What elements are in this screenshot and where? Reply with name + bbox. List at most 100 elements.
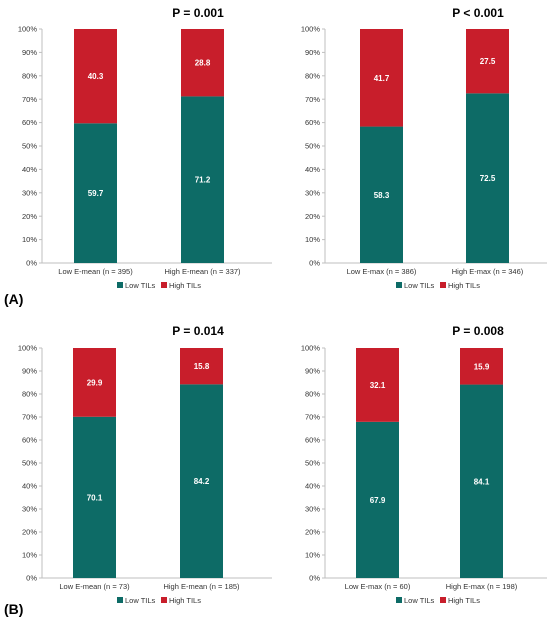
chart-3-y-tick-label: 20% [22,528,37,537]
chart-1-y-tick-label: 30% [22,188,37,197]
chart-2-p-value: P < 0.001 [452,6,504,20]
chart-1-bar-low-tils-2 [181,96,224,263]
chart-3-p-value: P = 0.014 [172,324,224,338]
chart-3-legend-swatch-high-tils [161,597,167,603]
chart-1-data-label: 40.3 [88,72,104,81]
chart-2-y-tick-label: 20% [305,212,320,221]
chart-3-bar-high-tils-2 [180,348,223,385]
chart-3-y-tick-label: 70% [22,413,37,422]
chart-3-data-label: 29.9 [87,378,103,387]
chart-4-y-tick-label: 80% [305,390,320,399]
chart-4-y-tick-label: 50% [305,459,320,468]
chart-1-y-tick-label: 80% [22,71,37,80]
chart-3-y-tick-label: 30% [22,505,37,514]
chart-2-y-tick-label: 50% [305,142,320,151]
chart-2-data-label: 58.3 [374,191,390,200]
chart-2-category-label: High E-max (n = 346) [452,267,524,276]
chart-3-legend-label-low-tils: Low TILs [125,596,156,605]
chart-1-y-tick-label: 50% [22,142,37,151]
chart-4-data-label: 32.1 [370,381,386,390]
chart-3-category-label: Low E-mean (n = 73) [59,582,130,591]
panel-label-b: (B) [4,601,23,617]
chart-2-data-label: 27.5 [480,57,496,66]
chart-2-y-tick-label: 60% [305,118,320,127]
chart-1-y-tick-label: 60% [22,118,37,127]
chart-3-y-tick-label: 40% [22,482,37,491]
chart-1-legend-swatch-high-tils [161,282,167,288]
chart-1-y-tick-label: 100% [18,25,38,34]
chart-3-legend-swatch-low-tils [117,597,123,603]
chart-3-y-tick-label: 100% [18,344,38,353]
chart-1-data-label: 28.8 [195,59,211,68]
chart-1-y-tick-label: 90% [22,48,37,57]
chart-4-bar-high-tils-2 [460,348,503,385]
chart-3-bar-low-tils-2 [180,384,223,578]
chart-1-legend-label-high-tils: High TILs [169,281,201,290]
chart-4-y-tick-label: 0% [309,574,320,583]
chart-1-legend-swatch-low-tils [117,282,123,288]
chart-2-legend-label-low-tils: Low TILs [404,281,435,290]
chart-2-y-tick-label: 30% [305,188,320,197]
chart-2-y-tick-label: 10% [305,235,320,244]
chart-4-legend-swatch-low-tils [396,597,402,603]
chart-1-data-label: 59.7 [88,189,104,198]
chart-4-y-tick-label: 30% [305,505,320,514]
chart-2-legend-label-high-tils: High TILs [448,281,480,290]
chart-3-data-label: 70.1 [87,493,103,502]
chart-1-y-tick-label: 20% [22,212,37,221]
chart-4-y-tick-label: 90% [305,367,320,376]
chart-4-data-label: 84.1 [474,477,490,486]
chart-1-bar-high-tils-2 [181,29,224,97]
chart-2-data-label: 72.5 [480,174,496,183]
chart-4-legend-swatch-high-tils [440,597,446,603]
chart-2-bar-high-tils-1 [360,29,403,127]
chart-4-y-tick-label: 10% [305,551,320,560]
chart-3-data-label: 15.8 [194,362,210,371]
chart-4-bar-low-tils-1 [356,421,399,578]
chart-1-y-tick-label: 40% [22,165,37,174]
chart-2-data-label: 41.7 [374,74,390,83]
chart-2-category-label: Low E-max (n = 386) [347,267,417,276]
chart-1-data-label: 71.2 [195,176,211,185]
chart-3-y-tick-label: 60% [22,436,37,445]
chart-3-y-tick-label: 90% [22,367,37,376]
chart-1-bar-high-tils-1 [74,29,117,124]
chart-2-y-tick-label: 80% [305,71,320,80]
chart-4-y-tick-label: 70% [305,413,320,422]
chart-3-y-tick-label: 80% [22,390,37,399]
chart-4-y-tick-label: 20% [305,528,320,537]
chart-4-y-tick-label: 60% [305,436,320,445]
chart-4-data-label: 67.9 [370,496,386,505]
chart-2-bar-high-tils-2 [466,29,509,94]
chart-2-y-tick-label: 90% [305,48,320,57]
chart-4-p-value: P = 0.008 [452,324,504,338]
chart-3-y-tick-label: 50% [22,459,37,468]
chart-1-p-value: P = 0.001 [172,6,224,20]
chart-4-y-tick-label: 100% [301,344,321,353]
chart-1-y-tick-label: 0% [26,259,37,268]
chart-3-bar-high-tils-1 [73,348,116,417]
panel-label-a: (A) [4,291,23,307]
chart-3-legend-label-high-tils: High TILs [169,596,201,605]
chart-4-bar-low-tils-2 [460,384,503,578]
chart-3-bar-low-tils-1 [73,416,116,578]
chart-4-legend-label-low-tils: Low TILs [404,596,435,605]
chart-1-y-tick-label: 10% [22,235,37,244]
chart-3-y-tick-label: 10% [22,551,37,560]
chart-4-y-tick-label: 40% [305,482,320,491]
chart-3-y-tick-label: 0% [26,574,37,583]
chart-2-y-tick-label: 100% [301,25,321,34]
chart-1-category-label: High E-mean (n = 337) [164,267,241,276]
chart-2-y-tick-label: 70% [305,95,320,104]
chart-3-category-label: High E-mean (n = 185) [163,582,240,591]
chart-2-y-tick-label: 40% [305,165,320,174]
chart-4-legend-label-high-tils: High TILs [448,596,480,605]
chart-1-y-tick-label: 70% [22,95,37,104]
chart-2-legend-swatch-low-tils [396,282,402,288]
chart-4-category-label: High E-max (n = 198) [446,582,518,591]
chart-3-data-label: 84.2 [194,477,210,486]
chart-2-bar-low-tils-2 [466,93,509,263]
chart-4-category-label: Low E-max (n = 60) [345,582,411,591]
chart-2-y-tick-label: 0% [309,259,320,268]
